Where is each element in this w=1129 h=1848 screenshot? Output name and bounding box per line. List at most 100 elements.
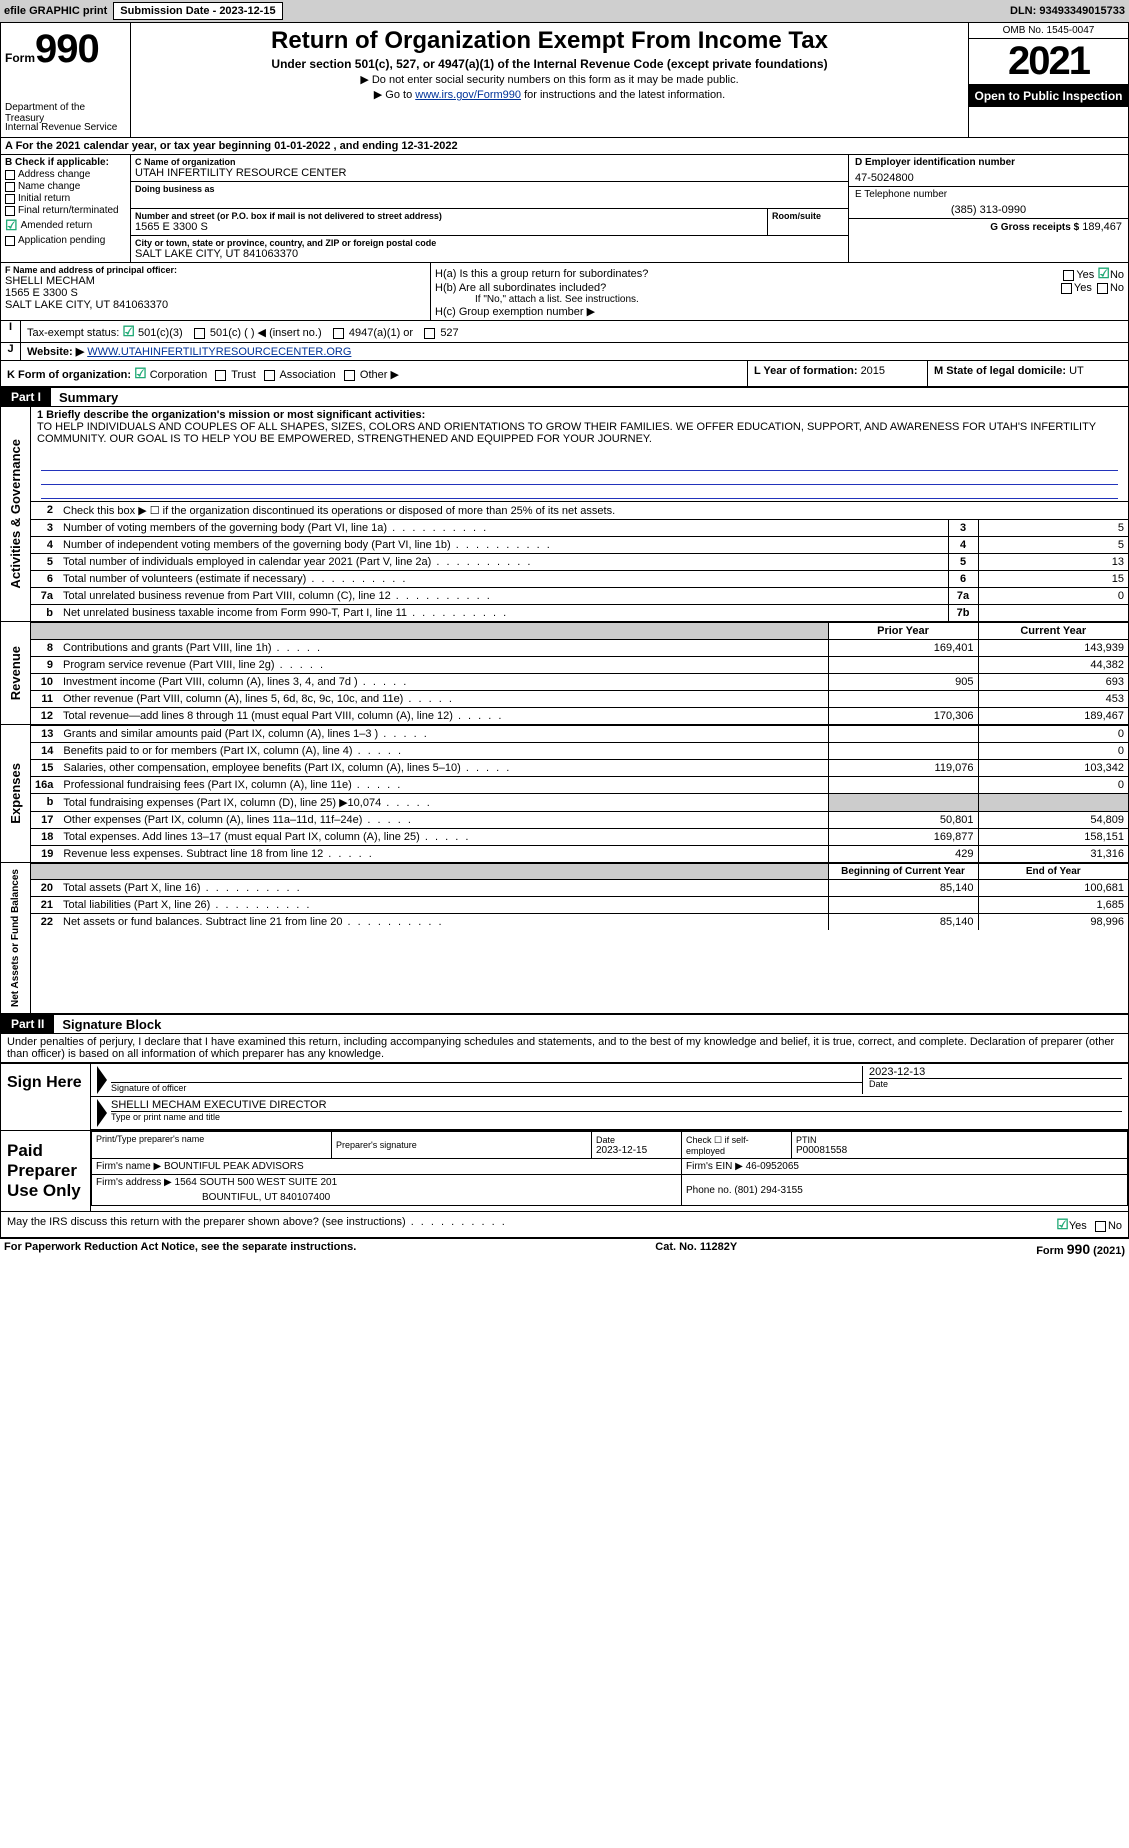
chk-corp[interactable]: ☑ xyxy=(134,365,147,381)
chk-527[interactable] xyxy=(424,328,435,339)
chk-final[interactable]: Final return/terminated xyxy=(5,205,126,216)
chk-amended[interactable]: ☑Amended return xyxy=(5,217,126,234)
section-j: J Website: ▶ WWW.UTAHINFERTILITYRESOURCE… xyxy=(1,343,1128,361)
penalties-text: Under penalties of perjury, I declare th… xyxy=(1,1034,1128,1062)
section-revenue: Revenue Prior YearCurrent Year 8Contribu… xyxy=(1,622,1128,725)
chk-application[interactable]: Application pending xyxy=(5,235,126,246)
hb-no[interactable] xyxy=(1097,283,1108,294)
section-klm: K Form of organization: ☑ Corporation Tr… xyxy=(1,361,1128,387)
section-netassets: Net Assets or Fund Balances Beginning of… xyxy=(1,863,1128,1014)
year-formation: 2015 xyxy=(861,365,885,377)
chk-initial[interactable]: Initial return xyxy=(5,193,126,204)
mission-text: TO HELP INDIVIDUALS AND COUPLES OF ALL S… xyxy=(37,421,1122,445)
prep-date: 2023-12-15 xyxy=(596,1145,677,1156)
discuss-line: May the IRS discuss this return with the… xyxy=(1,1211,1128,1237)
hb-yes[interactable] xyxy=(1061,283,1072,294)
form-number: Form990 xyxy=(5,27,126,72)
paperwork-notice: For Paperwork Reduction Act Notice, see … xyxy=(4,1241,356,1257)
header-left: Form990 Department of the Treasury Inter… xyxy=(1,23,131,137)
part2-title: Signature Block xyxy=(54,1017,161,1032)
dept-irs: Internal Revenue Service xyxy=(5,122,126,133)
vlabel-netassets: Net Assets or Fund Balances xyxy=(8,863,23,1013)
efile-label: efile GRAPHIC print xyxy=(4,5,107,17)
table-row: 8Contributions and grants (Part VIII, li… xyxy=(31,640,1128,657)
block-deg: D Employer identification number 47-5024… xyxy=(848,155,1128,262)
officer-name: SHELLI MECHAM xyxy=(5,275,426,287)
vlabel-activities: Activities & Governance xyxy=(6,433,25,595)
sign-here-label: Sign Here xyxy=(1,1064,91,1130)
ha-yes[interactable] xyxy=(1063,270,1074,281)
part2-label: Part II xyxy=(1,1015,54,1033)
section-i: I Tax-exempt status: ☑ 501(c)(3) 501(c) … xyxy=(1,321,1128,343)
chk-501c3[interactable]: ☑ xyxy=(122,323,135,339)
chk-assoc[interactable] xyxy=(264,370,275,381)
part1-bar: Part I Summary xyxy=(1,387,1128,407)
table-row: 21Total liabilities (Part X, line 26)1,6… xyxy=(31,897,1128,914)
website-link[interactable]: WWW.UTAHINFERTILITYRESOURCECENTER.ORG xyxy=(87,346,351,358)
gross-receipts: 189,467 xyxy=(1082,221,1122,233)
ptin: P00081558 xyxy=(796,1145,1123,1156)
firm-addr: 1564 SOUTH 500 WEST SUITE 201 xyxy=(175,1177,338,1188)
table-row: 12Total revenue—add lines 8 through 11 (… xyxy=(31,708,1128,725)
header-right: OMB No. 1545-0047 2021 Open to Public In… xyxy=(968,23,1128,137)
section-activities: Activities & Governance 1 Briefly descri… xyxy=(1,407,1128,622)
table-row: 5Total number of individuals employed in… xyxy=(31,554,1128,571)
sign-arrow-icon xyxy=(97,1066,107,1094)
officer-addr1: 1565 E 3300 S xyxy=(5,287,426,299)
discuss-no[interactable] xyxy=(1095,1221,1106,1232)
submission-date: Submission Date - 2023-12-15 xyxy=(113,2,282,20)
table-row: 3Number of voting members of the governi… xyxy=(31,520,1128,537)
section-fh: F Name and address of principal officer:… xyxy=(1,263,1128,321)
discuss-yes[interactable]: ☑ xyxy=(1056,1216,1069,1232)
check-column-b: B Check if applicable: Address change Na… xyxy=(1,155,131,262)
sign-date: 2023-12-13 xyxy=(869,1066,1122,1078)
dba-value xyxy=(135,194,844,206)
header-row: Form990 Department of the Treasury Inter… xyxy=(1,23,1128,138)
period-line: A For the 2021 calendar year, or tax yea… xyxy=(1,138,1128,155)
prep-self-employed[interactable]: Check ☐ if self-employed xyxy=(682,1132,792,1159)
top-bar: efile GRAPHIC print Submission Date - 20… xyxy=(0,0,1129,22)
rev-table: Prior YearCurrent Year 8Contributions an… xyxy=(31,622,1128,724)
block-h: H(a) Is this a group return for subordin… xyxy=(431,263,1128,320)
chk-address[interactable]: Address change xyxy=(5,169,126,180)
officer-print-name: SHELLI MECHAM EXECUTIVE DIRECTOR xyxy=(111,1099,1122,1111)
firm-name: BOUNTIFUL PEAK ADVISORS xyxy=(164,1161,304,1172)
vlabel-revenue: Revenue xyxy=(6,640,25,706)
table-row: bNet unrelated business taxable income f… xyxy=(31,605,1128,622)
officer-addr2: SALT LAKE CITY, UT 841063370 xyxy=(5,299,426,311)
header-center: Return of Organization Exempt From Incom… xyxy=(131,23,968,137)
dept-treasury: Department of the Treasury xyxy=(5,102,126,124)
chk-other[interactable] xyxy=(344,370,355,381)
tax-year: 2021 xyxy=(969,39,1128,85)
exp-table: 13Grants and similar amounts paid (Part … xyxy=(31,725,1128,862)
table-row: 22Net assets or fund balances. Subtract … xyxy=(31,914,1128,931)
open-public: Open to Public Inspection xyxy=(969,85,1128,107)
preparer-label: Paid Preparer Use Only xyxy=(1,1131,91,1211)
chk-4947[interactable] xyxy=(333,328,344,339)
chk-name[interactable]: Name change xyxy=(5,181,126,192)
chk-501c[interactable] xyxy=(194,328,205,339)
city-state-zip: SALT LAKE CITY, UT 841063370 xyxy=(135,248,844,260)
dln: DLN: 93493349015733 xyxy=(1010,5,1125,17)
section-bcdefg: B Check if applicable: Address change Na… xyxy=(1,155,1128,263)
state-domicile: UT xyxy=(1069,365,1084,377)
ag-table: 2Check this box ▶ ☐ if the organization … xyxy=(31,501,1128,621)
table-row: 6Total number of volunteers (estimate if… xyxy=(31,571,1128,588)
chk-trust[interactable] xyxy=(215,370,226,381)
ha-no[interactable]: ☑ xyxy=(1097,265,1110,281)
phone: (385) 313-0990 xyxy=(855,200,1122,216)
form990-link[interactable]: www.irs.gov/Form990 xyxy=(415,89,521,101)
vlabel-expenses: Expenses xyxy=(6,757,25,830)
table-row: 17Other expenses (Part IX, column (A), l… xyxy=(31,812,1128,829)
form-footer: Form 990 (2021) xyxy=(1036,1241,1125,1257)
table-row: 15Salaries, other compensation, employee… xyxy=(31,760,1128,777)
table-row: bTotal fundraising expenses (Part IX, co… xyxy=(31,794,1128,812)
street-address: 1565 E 3300 S xyxy=(135,221,763,233)
ein: 47-5024800 xyxy=(855,168,1122,184)
table-row: 20Total assets (Part X, line 16)85,14010… xyxy=(31,880,1128,897)
firm-addr2: BOUNTIFUL, UT 840107400 xyxy=(92,1190,682,1206)
preparer-block: Paid Preparer Use Only Print/Type prepar… xyxy=(1,1130,1128,1211)
firm-phone: (801) 294-3155 xyxy=(734,1185,802,1196)
table-row: 19Revenue less expenses. Subtract line 1… xyxy=(31,846,1128,863)
hc-exemption: H(c) Group exemption number ▶ xyxy=(435,305,1124,318)
